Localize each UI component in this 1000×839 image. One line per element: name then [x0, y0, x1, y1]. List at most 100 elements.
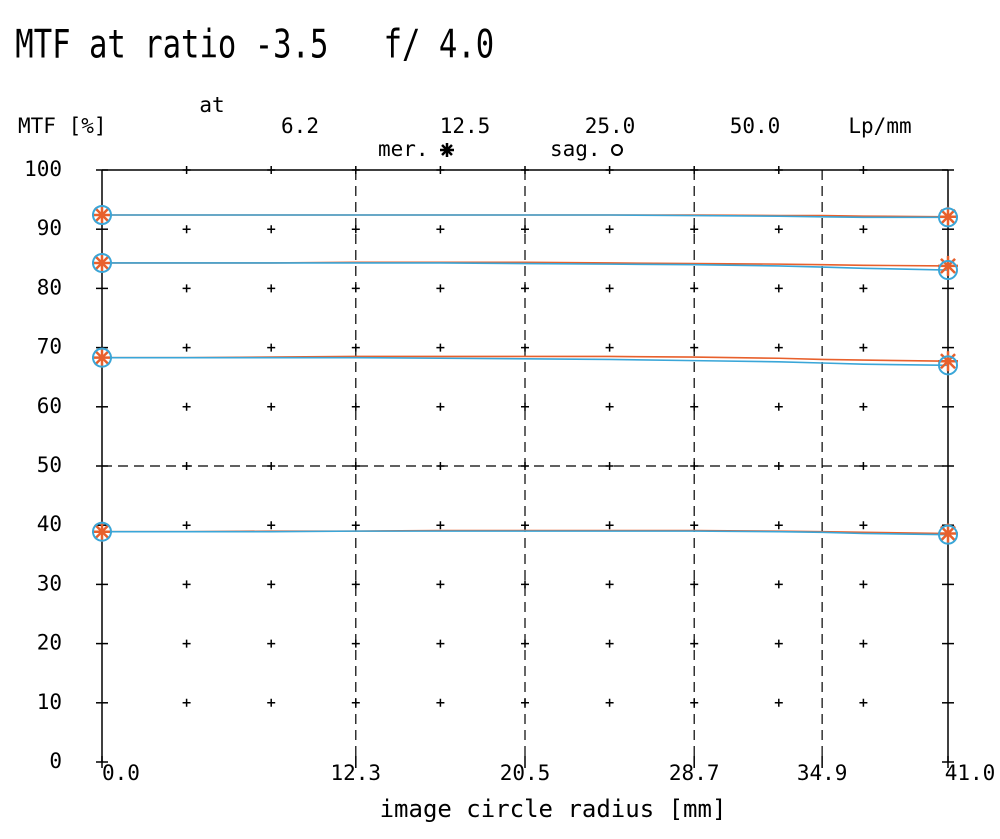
grid-cross	[774, 225, 783, 234]
grid-cross	[436, 343, 445, 352]
grid-cross	[267, 580, 276, 589]
frequency-label: 50.0	[730, 114, 781, 138]
y-tick-label: 70	[37, 335, 62, 359]
grid-cross	[774, 580, 783, 589]
grid-cross	[774, 284, 783, 293]
grid-cross	[859, 166, 868, 174]
grid-cross	[605, 402, 614, 411]
grid-cross	[267, 698, 276, 707]
grid-cross	[267, 284, 276, 293]
grid-cross	[182, 698, 191, 707]
point-marker-stroke	[940, 257, 956, 274]
point-marker	[938, 523, 958, 544]
y-tick-label: 100	[24, 157, 62, 181]
y-tick-label: 60	[37, 394, 62, 418]
grid-cross	[182, 639, 191, 648]
grid-cross	[605, 343, 614, 352]
grid-cross	[605, 639, 614, 648]
grid-cross	[859, 580, 868, 589]
series-line	[102, 530, 949, 536]
point-marker-stroke	[940, 208, 956, 225]
frequency-unit: Lp/mm	[848, 114, 911, 138]
y-tick-label: 0	[49, 749, 62, 773]
grid-cross	[859, 698, 868, 707]
y-tick-label: 30	[37, 571, 62, 595]
grid-cross	[182, 462, 191, 470]
point-marker	[938, 206, 958, 227]
grid-cross	[182, 521, 191, 530]
grid-cross	[436, 284, 445, 293]
grid-cross	[182, 166, 191, 174]
grid-cross	[774, 462, 783, 470]
grid-cross	[182, 343, 191, 352]
grid-cross	[605, 698, 614, 707]
point-marker	[92, 252, 112, 273]
grid-cross	[605, 462, 614, 470]
grid-cross	[859, 343, 868, 352]
grid-cross	[267, 166, 276, 174]
point-marker	[938, 524, 958, 545]
grid-cross	[267, 225, 276, 234]
y-tick-label: 20	[37, 631, 62, 655]
grid-cross	[859, 284, 868, 293]
grid-cross	[182, 402, 191, 411]
grid-cross	[436, 166, 445, 174]
grid-cross	[267, 639, 276, 648]
grid-cross	[436, 462, 445, 470]
series-line	[102, 356, 949, 367]
point-marker	[92, 204, 112, 225]
frequency-label: 6.2	[281, 114, 319, 138]
chart-title: MTF at ratio -3.5 f/ 4.0	[15, 22, 494, 68]
point-marker-stroke	[94, 349, 110, 366]
grid-cross	[436, 639, 445, 648]
grid-cross	[774, 698, 783, 707]
y-tick-label: 40	[37, 512, 62, 536]
point-marker	[938, 255, 958, 276]
grid-cross	[436, 402, 445, 411]
point-marker	[938, 351, 958, 372]
series-line	[102, 214, 948, 219]
point-marker	[92, 204, 112, 225]
grid-cross	[436, 225, 445, 234]
legend-label: mer.	[378, 137, 429, 161]
grid-cross	[605, 166, 614, 174]
grid-cross	[605, 580, 614, 589]
y-tick-label: 90	[37, 216, 62, 240]
point-marker-stroke	[94, 523, 110, 540]
grid-cross	[774, 166, 783, 174]
grid-cross	[605, 225, 614, 234]
point-marker-stroke	[940, 525, 956, 542]
series-line	[102, 262, 949, 271]
point-marker-stroke	[94, 207, 110, 223]
x-axis-label: image circle radius [mm]	[380, 795, 727, 823]
point-marker-stroke	[940, 353, 956, 370]
grid-cross	[436, 521, 445, 530]
grid-cross	[182, 284, 191, 293]
grid-cross	[859, 402, 868, 411]
grid-cross	[351, 402, 360, 411]
grid-cross	[267, 462, 276, 470]
point-marker	[92, 347, 112, 368]
grid-cross	[774, 402, 783, 411]
point-marker	[938, 207, 958, 228]
frequency-label: 12.5	[440, 114, 491, 138]
grid-cross	[267, 402, 276, 411]
grid-cross	[774, 521, 783, 530]
grid-cross	[605, 521, 614, 530]
point-marker	[92, 252, 112, 273]
grid-cross	[182, 580, 191, 589]
frequency-label: 25.0	[585, 114, 636, 138]
grid-cross	[436, 580, 445, 589]
grid-cross	[521, 402, 529, 411]
y-tick-label: 10	[37, 690, 62, 714]
point-marker	[92, 521, 112, 542]
grid-cross	[774, 343, 783, 352]
grid-cross	[859, 521, 868, 530]
y-axis-label: MTF [%]	[18, 114, 107, 138]
point-marker	[92, 521, 112, 542]
grid-cross	[605, 284, 614, 293]
x-tick-label: 41.0	[945, 761, 996, 785]
grid-cross	[690, 402, 699, 411]
grid-cross	[182, 225, 191, 234]
